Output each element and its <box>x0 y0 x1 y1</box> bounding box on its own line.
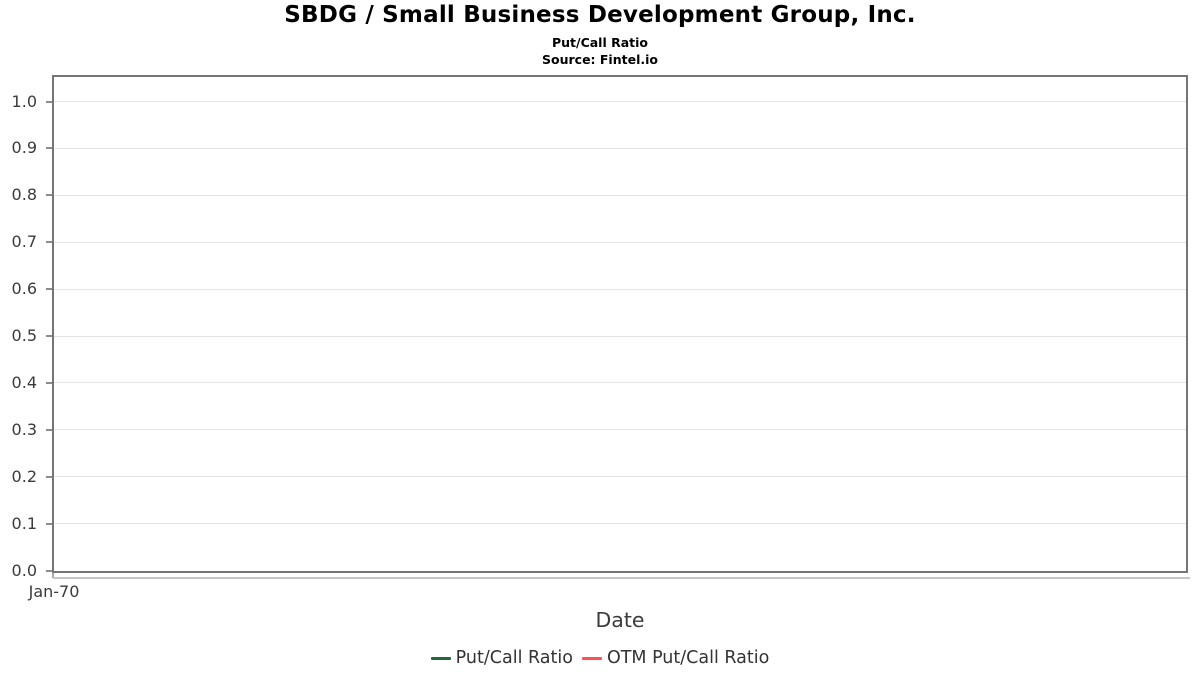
gridline <box>54 241 1186 243</box>
y-tick-mark <box>46 428 52 431</box>
y-tick-label: 0.5 <box>11 326 37 345</box>
y-tick-label: 0.0 <box>11 560 37 580</box>
x-axis-title: Date <box>595 608 645 632</box>
plot-area <box>52 75 1188 573</box>
chart-subtitle: Put/Call Ratio <box>551 35 649 50</box>
chart-source: Source: Fintel.io <box>542 52 658 67</box>
gridline <box>54 101 1186 102</box>
y-tick-mark <box>46 100 52 103</box>
y-tick-label: 0.9 <box>11 138 37 158</box>
y-tick-mark <box>46 335 52 337</box>
legend-line-swatch <box>581 656 602 660</box>
y-tick-mark <box>46 194 52 197</box>
y-tick-label: 0.2 <box>11 466 37 486</box>
legend-line-swatch <box>430 656 451 660</box>
x-tick-label: Jan-70 <box>28 582 80 601</box>
gridline <box>54 382 1186 384</box>
y-tick-mark <box>46 381 52 384</box>
gridline <box>54 335 1186 337</box>
y-tick-mark <box>46 147 52 150</box>
y-tick-mark <box>46 475 52 478</box>
y-tick-mark <box>46 241 52 244</box>
y-tick-label: 0.1 <box>11 513 37 533</box>
y-tick-mark <box>46 569 52 572</box>
gridline <box>54 523 1186 525</box>
legend-label: Put/Call Ratio <box>455 648 573 668</box>
y-tick-label: 0.6 <box>11 279 37 299</box>
chart-title: SBDG / Small Business Development Group,… <box>284 2 916 28</box>
legend-item: OTM Put/Call Ratio <box>581 648 770 668</box>
gridline <box>54 288 1186 290</box>
y-tick-label: 1.0 <box>11 91 37 111</box>
y-tick-label: 0.4 <box>11 372 37 392</box>
gridline <box>54 429 1186 431</box>
gridline <box>54 194 1186 196</box>
legend-item: Put/Call Ratio <box>430 648 573 668</box>
gridline <box>54 476 1186 478</box>
y-tick-label: 0.7 <box>11 232 37 252</box>
y-axis: 0.0 0.1 0.2 0.3 0.4 0.5 0.6 0.7 0.8 0.9 1.0 <box>0 0 52 675</box>
x-tick-mark <box>52 573 54 578</box>
y-tick-mark <box>46 522 52 525</box>
y-tick-mark <box>46 288 52 291</box>
y-tick-label: 0.3 <box>11 419 37 439</box>
gridline <box>54 147 1186 149</box>
x-axis-line <box>53 577 1190 579</box>
y-tick-label: 0.8 <box>11 185 37 205</box>
chart-legend: Put/Call Ratio OTM Put/Call Ratio <box>0 648 1200 668</box>
legend-label: OTM Put/Call Ratio <box>606 648 770 668</box>
